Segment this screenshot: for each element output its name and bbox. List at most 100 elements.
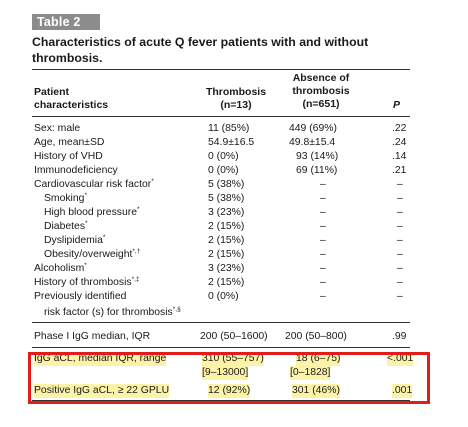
row-thrombosis: 200 (50–1600) bbox=[200, 331, 268, 342]
table-row: Positive IgG aCL, ≥ 22 GPLU 12 (92%) 301… bbox=[0, 384, 468, 398]
row-label: History of VHD bbox=[34, 151, 103, 162]
row-p: – bbox=[397, 179, 403, 190]
row-absence: 18 (6–75) bbox=[296, 352, 341, 366]
table-row: Cardiovascular risk factor* 5 (38%) – – bbox=[0, 178, 468, 192]
footnote-mark: *,§ bbox=[172, 306, 181, 313]
row-absence: 69 (11%) bbox=[296, 165, 338, 176]
header-absence: Absence of thrombosis (n=651) bbox=[282, 72, 360, 111]
row-thrombosis: 3 (23%) bbox=[208, 263, 245, 274]
row-absence: – bbox=[320, 263, 326, 274]
row-absence: 449 (69%) bbox=[289, 123, 337, 134]
row-absence: 200 (50–800) bbox=[285, 331, 347, 342]
header-thrombosis-line1: Thrombosis bbox=[205, 86, 267, 98]
row-label-text: High blood pressure bbox=[44, 207, 137, 218]
row-thrombosis: 12 (92%) bbox=[208, 384, 251, 398]
table-row: IgG aCL, median IQR, range 310 (55–757) … bbox=[0, 352, 468, 366]
row-label-text: Cardiovascular risk factor bbox=[34, 179, 152, 190]
table-row: Phase I IgG median, IQR 200 (50–1600) 20… bbox=[0, 330, 468, 344]
row-absence: 301 (46%) bbox=[292, 384, 340, 398]
row-absence: – bbox=[320, 249, 326, 260]
row-label: risk factor (s) for thrombosis*,§ bbox=[44, 306, 181, 320]
header-p: P bbox=[393, 99, 401, 111]
header-absence-line1: Absence of bbox=[292, 72, 350, 84]
row-p: .99 bbox=[392, 331, 407, 342]
row-absence: – bbox=[320, 235, 326, 246]
section-rule bbox=[32, 347, 410, 348]
table-row: Immunodeficiency 0 (0%) 69 (11%) .21 bbox=[0, 164, 468, 178]
row-label: Alcoholism* bbox=[34, 262, 87, 276]
header-patient: Patient characteristics bbox=[34, 86, 108, 112]
row-label: Diabetes* bbox=[44, 220, 88, 234]
row-thrombosis: 2 (15%) bbox=[208, 249, 245, 260]
row-p: .24 bbox=[392, 137, 407, 148]
row-p: – bbox=[397, 277, 403, 288]
row-label: Previously identified bbox=[34, 291, 127, 302]
row-label-text: Alcoholism bbox=[34, 263, 85, 274]
highlight-box bbox=[28, 352, 430, 404]
row-p: – bbox=[397, 249, 403, 260]
table-row: Dyslipidemia* 2 (15%) – – bbox=[0, 234, 468, 248]
row-thrombosis: 0 (0%) bbox=[208, 291, 239, 302]
table-row: Obesity/overweight*,† 2 (15%) – – bbox=[0, 248, 468, 262]
header-absence-line2: thrombosis bbox=[292, 85, 350, 97]
row-p: .22 bbox=[392, 123, 407, 134]
table-badge: Table 2 bbox=[32, 14, 100, 30]
row-label: Phase I IgG median, IQR bbox=[34, 331, 151, 342]
table-row: risk factor (s) for thrombosis*,§ bbox=[0, 306, 468, 320]
table-row: Diabetes* 2 (15%) – – bbox=[0, 220, 468, 234]
footnote-mark: *,‡ bbox=[131, 276, 140, 283]
row-label-text: Smoking bbox=[44, 193, 85, 204]
row-label: Obesity/overweight*,† bbox=[44, 248, 140, 262]
row-label-text: Diabetes bbox=[44, 221, 86, 232]
row-label: Immunodeficiency bbox=[34, 165, 118, 176]
footnote-mark: * bbox=[137, 206, 140, 213]
header-rule bbox=[32, 116, 410, 117]
row-thrombosis: 2 (15%) bbox=[208, 277, 245, 288]
row-label: Age, mean±SD bbox=[34, 137, 105, 148]
row-label-text: History of thrombosis bbox=[34, 277, 132, 288]
table-row: Age, mean±SD 54.9±16.5 49.8±15.4 .24 bbox=[0, 136, 468, 150]
row-p: – bbox=[397, 263, 403, 274]
footnote-mark: * bbox=[84, 262, 87, 269]
row-absence: – bbox=[320, 221, 326, 232]
row-p: .14 bbox=[392, 151, 407, 162]
row-label: High blood pressure* bbox=[44, 206, 140, 220]
row-p: – bbox=[397, 221, 403, 232]
row-p: – bbox=[397, 207, 403, 218]
row-absence: – bbox=[320, 277, 326, 288]
row-label: Positive IgG aCL, ≥ 22 GPLU bbox=[34, 384, 170, 398]
row-p: <.001 bbox=[387, 352, 414, 366]
row-label-text: risk factor (s) for thrombosis bbox=[44, 307, 173, 318]
row-p: – bbox=[397, 193, 403, 204]
table-title: Characteristics of acute Q fever patient… bbox=[32, 35, 369, 65]
table-row: Smoking* 5 (38%) – – bbox=[0, 192, 468, 206]
table-row: [9–13000] [0–1828] bbox=[0, 366, 468, 380]
row-label: Sex: male bbox=[34, 123, 81, 134]
top-rule bbox=[32, 69, 410, 70]
header-patient-line1: Patient bbox=[34, 86, 70, 98]
row-thrombosis: 54.9±16.5 bbox=[208, 137, 255, 148]
row-absence: 49.8±15.4 bbox=[289, 137, 336, 148]
header-thrombosis-line2: (n=13) bbox=[220, 99, 252, 111]
bottom-rule bbox=[32, 400, 410, 401]
row-p: – bbox=[397, 235, 403, 246]
section-rule bbox=[32, 322, 410, 323]
header-absence-line3: (n=651) bbox=[302, 98, 340, 110]
table-row: History of VHD 0 (0%) 93 (14%) .14 bbox=[0, 150, 468, 164]
table-row: Previously identified 0 (0%) – – bbox=[0, 290, 468, 304]
footnote-mark: * bbox=[102, 234, 106, 241]
row-thrombosis: 2 (15%) bbox=[208, 235, 245, 246]
header-patient-line2: characteristics bbox=[34, 99, 109, 111]
row-p: .001 bbox=[392, 384, 413, 398]
row-thrombosis: 5 (38%) bbox=[208, 179, 245, 190]
row-p: .21 bbox=[392, 165, 407, 176]
row-label: IgG aCL, median IQR, range bbox=[34, 352, 167, 366]
footnote-mark: *,† bbox=[132, 248, 141, 255]
row-label-text: Obesity/overweight bbox=[44, 249, 133, 260]
table-row: Sex: male 11 (85%) 449 (69%) .22 bbox=[0, 122, 468, 136]
row-thrombosis: 0 (0%) bbox=[208, 151, 239, 162]
header-thrombosis: Thrombosis (n=13) bbox=[196, 86, 276, 112]
row-label: Smoking* bbox=[44, 192, 87, 206]
row-thrombosis: 3 (23%) bbox=[208, 207, 245, 218]
row-thrombosis: [9–13000] bbox=[202, 366, 249, 380]
